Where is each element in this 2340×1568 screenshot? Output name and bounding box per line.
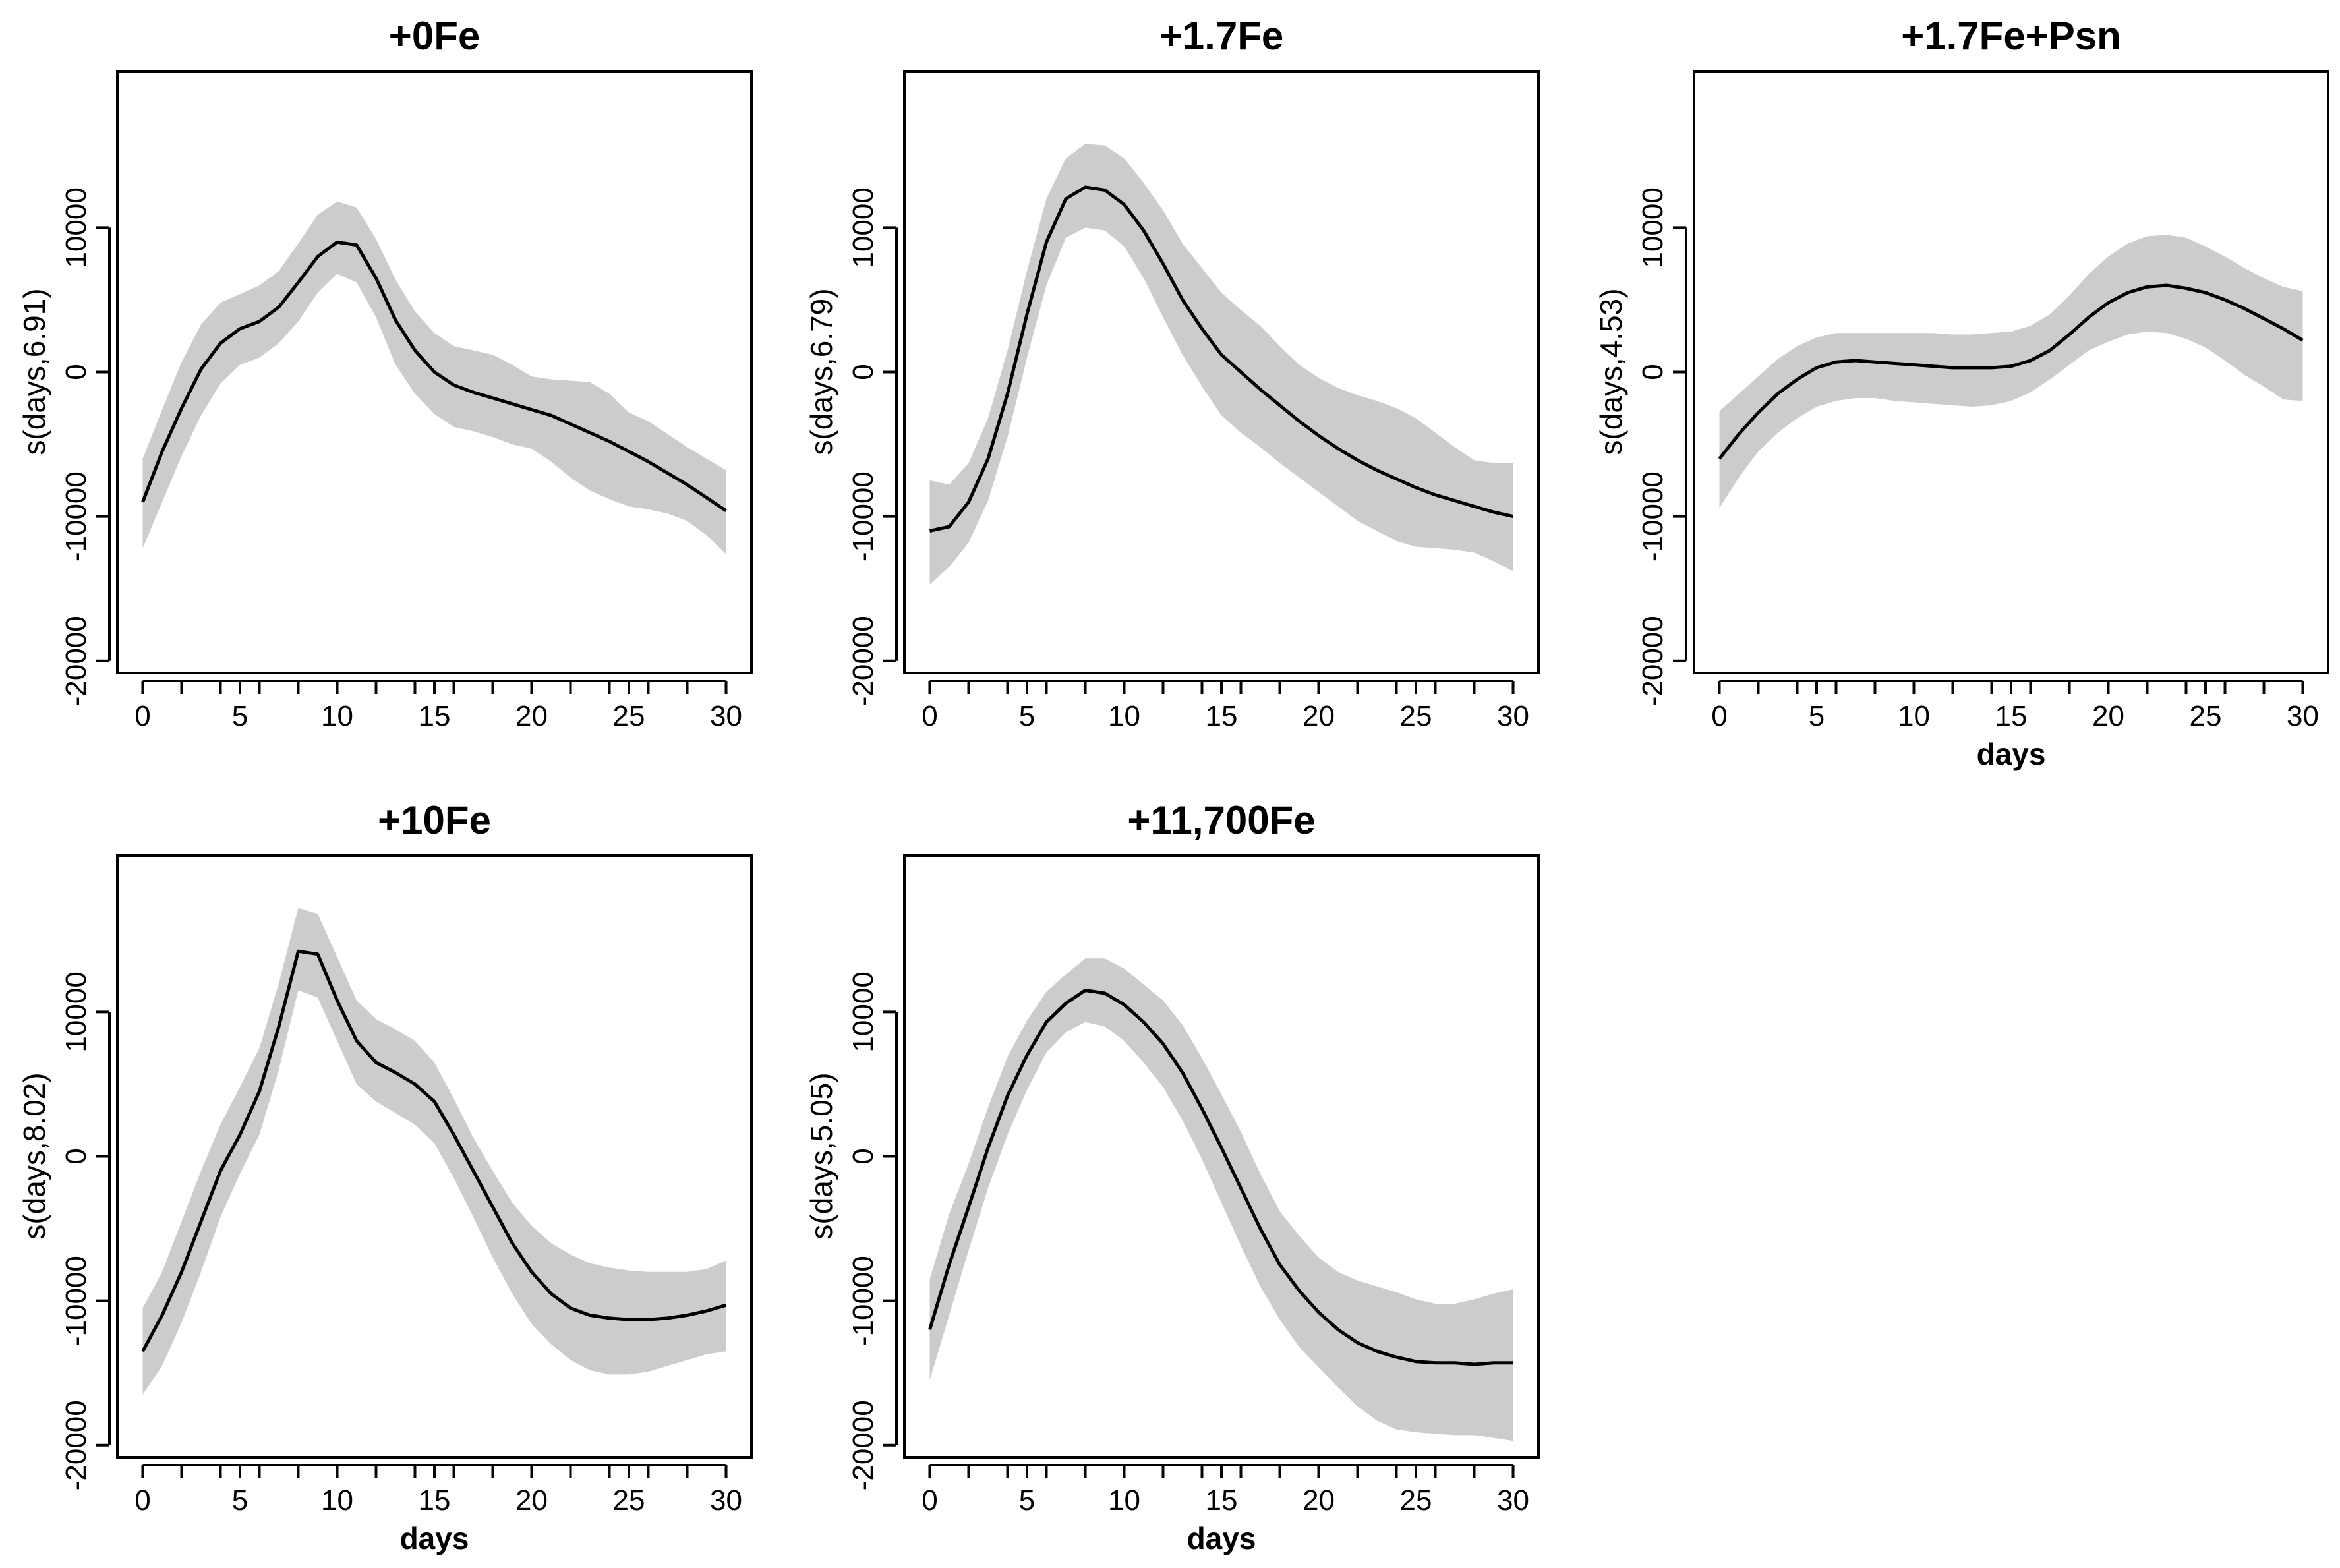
x-tick-label: 15 [1995, 700, 2028, 732]
x-tick-label: 30 [2287, 700, 2319, 732]
x-tick-label: 0 [921, 1484, 937, 1517]
y-axis-label: s(days,6.91) [17, 288, 51, 455]
y-tick-label: 0 [60, 1148, 92, 1164]
confidence-band [1719, 235, 2303, 508]
plot-frame [903, 70, 1540, 674]
confidence-band [929, 958, 1513, 1441]
x-tick-label: 5 [1019, 1484, 1035, 1517]
x-tick-label: 5 [232, 700, 248, 732]
fit-line [141, 240, 727, 512]
y-axis-label: s(days,8.02) [17, 1072, 51, 1239]
panel-title: +1.7Fe [1159, 14, 1283, 58]
y-tick-label: -10000 [60, 471, 92, 562]
confidence-band [142, 908, 726, 1395]
x-tick-label: 0 [1711, 700, 1727, 732]
plot-frame [903, 854, 1540, 1459]
x-tick-label: 30 [710, 1484, 742, 1517]
y-tick-label: 10000 [847, 972, 879, 1052]
y-tick-label: 10000 [60, 972, 92, 1052]
x-tick-label: 30 [1497, 1484, 1529, 1517]
x-tick-label: 25 [613, 1484, 645, 1517]
x-tick-label: 20 [1302, 700, 1335, 732]
y-tick-label: -10000 [1637, 471, 1669, 562]
x-tick-label: 25 [1400, 1484, 1432, 1517]
panel-1-7fe: +1.7Fe s(days,6.79) 0 5 10 15 20 25 30 -20000 -1… [804, 14, 1540, 732]
y-tick-label: -10000 [60, 1256, 92, 1346]
x-tick-label: 0 [134, 700, 150, 732]
x-axis-label: days [1977, 737, 2046, 771]
x-tick-label: 15 [419, 700, 451, 732]
panel-10fe: +10Fe s(days,8.02) days 0 5 10 15 20 25 30 -200… [17, 798, 753, 1555]
y-tick-label: -20000 [1637, 616, 1669, 706]
x-tick-label: 30 [1497, 700, 1529, 732]
x-tick-label: 25 [613, 700, 645, 732]
x-tick-label: 10 [1898, 700, 1930, 732]
x-tick-label: 10 [1108, 1484, 1140, 1517]
y-tick-label: -10000 [847, 471, 879, 562]
x-tick-label: 20 [515, 700, 548, 732]
plot-frame [116, 70, 753, 674]
y-tick-label: 10000 [847, 187, 879, 268]
x-tick-label: 25 [1400, 700, 1432, 732]
panel-0fe: +0Fe s(days,6.91) 0 5 10 15 20 25 30 -20000 -100… [17, 14, 753, 732]
x-tick-label: 0 [921, 700, 937, 732]
y-tick-label: -20000 [60, 616, 92, 706]
x-tick-label: 30 [710, 700, 742, 732]
panel-title: +10Fe [378, 798, 491, 842]
y-axis-label: s(days,4.53) [1594, 288, 1628, 455]
x-tick-label: 5 [1809, 700, 1825, 732]
plot-frame [116, 854, 753, 1459]
x-tick-label: 20 [1302, 1484, 1335, 1517]
x-tick-label: 5 [1019, 700, 1035, 732]
y-axis-label: s(days,5.05) [804, 1072, 838, 1239]
y-tick-label: -10000 [847, 1256, 879, 1346]
confidence-band [929, 144, 1513, 585]
x-tick-label: 15 [1206, 1484, 1238, 1517]
x-tick-label: 15 [419, 1484, 451, 1517]
fit-line [928, 989, 1513, 1366]
y-tick-label: 10000 [1637, 187, 1669, 268]
x-tick-label: 10 [321, 700, 353, 732]
fit-line [1718, 283, 2304, 460]
confidence-band [142, 201, 726, 554]
x-axis-label: days [1187, 1521, 1256, 1555]
y-tick-label: -20000 [60, 1400, 92, 1490]
x-tick-label: 25 [2190, 700, 2222, 732]
y-tick-label: 0 [60, 364, 92, 380]
y-axis-label: s(days,6.79) [804, 288, 838, 455]
panel-1-7fe-psn: +1.7Fe+Psn s(days,4.53) days 0 5 10 15 20 25 3… [1594, 14, 2329, 771]
x-tick-label: 10 [321, 1484, 353, 1517]
x-axis-label: days [400, 1521, 469, 1555]
x-tick-label: 20 [2092, 700, 2124, 732]
x-tick-label: 20 [515, 1484, 548, 1517]
panel-title: +1.7Fe+Psn [1901, 14, 2121, 58]
x-tick-label: 0 [134, 1484, 150, 1517]
y-tick-label: -20000 [847, 616, 879, 706]
fit-line [141, 949, 727, 1352]
x-tick-label: 5 [232, 1484, 248, 1517]
y-tick-label: 0 [847, 1148, 879, 1164]
panel-11700fe: +11,700Fe s(days,5.05) days 0 5 10 15 20 25 30… [804, 798, 1540, 1555]
y-tick-label: 0 [1637, 364, 1669, 380]
x-tick-label: 15 [1206, 700, 1238, 732]
y-tick-label: -20000 [847, 1400, 879, 1490]
plot-frame [1693, 70, 2329, 674]
fit-line [929, 185, 1514, 533]
panel-title: +0Fe [389, 14, 480, 58]
panel-title: +11,700Fe [1127, 798, 1315, 842]
y-tick-label: 0 [847, 364, 879, 380]
x-tick-label: 10 [1108, 700, 1140, 732]
y-tick-label: 10000 [60, 187, 92, 268]
